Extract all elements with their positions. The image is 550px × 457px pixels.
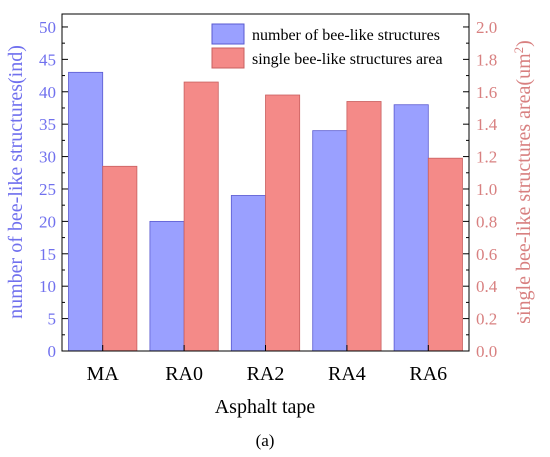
figure-label: (a) [256, 431, 275, 450]
left-axis-tick-label: 40 [39, 83, 56, 102]
right-axis-tick-label: 1.0 [476, 180, 497, 199]
bar-area-RA4 [346, 101, 382, 352]
right-axis-tick-label: 1.8 [476, 50, 497, 69]
x-axis-tick-label: RA6 [409, 363, 447, 385]
legend-swatch-count [211, 23, 245, 45]
right-axis-tick-label: 0.6 [476, 245, 497, 264]
bar-count-RA4 [312, 130, 348, 352]
legend: number of bee-like structures single bee… [211, 23, 443, 69]
legend-label-area: single bee-like structures area [252, 51, 443, 68]
bar-count-MA [68, 71, 104, 352]
bar-area-RA0 [183, 81, 219, 352]
left-axis-tick-label: 0 [48, 342, 57, 361]
x-axis-tick-label: RA2 [247, 363, 285, 385]
left-axis-tick-label: 50 [39, 18, 56, 37]
left-axis-tick-label: 45 [39, 50, 56, 69]
right-axis-tick-label: 0.4 [476, 277, 498, 296]
right-axis-tick-label: 1.2 [476, 148, 497, 167]
left-axis-tick-label: 10 [39, 277, 56, 296]
right-axis-tick-label: 0.2 [476, 310, 497, 329]
right-y-axis-title: single bee-like structures area(um2) [511, 40, 536, 324]
x-axis-tick-label: RA0 [165, 363, 203, 385]
left-axis-tick-label: 30 [39, 148, 56, 167]
x-axis: MA RA0 RA2 RA4 RA6 [87, 345, 447, 385]
bar-count-RA2 [230, 195, 266, 352]
left-axis-tick-label: 5 [48, 310, 57, 329]
right-axis-title-suffix: ) [513, 40, 535, 47]
bar-count-RA0 [149, 220, 185, 352]
right-axis-tick-label: 1.6 [476, 83, 497, 102]
right-axis-title-main: single bee-like structures area(um [513, 53, 535, 324]
bar-count-RA6 [393, 104, 429, 352]
left-y-axis-title: number of bee-like structures(ind) [5, 45, 27, 319]
bar-area-RA6 [427, 157, 463, 352]
left-y-axis: 0 5 10 15 20 25 30 35 40 45 50 [39, 18, 68, 361]
x-axis-tick-label: RA4 [328, 363, 366, 385]
bar-area-MA [102, 165, 138, 352]
left-axis-tick-label: 15 [39, 245, 56, 264]
legend-swatch-area [211, 47, 245, 69]
right-axis-title-superscript: 2 [511, 47, 526, 54]
left-axis-tick-label: 20 [39, 212, 56, 231]
x-axis-tick-label: MA [87, 363, 120, 385]
right-axis-tick-label: 1.4 [476, 115, 498, 134]
bars [68, 71, 463, 352]
right-axis-tick-label: 0.8 [476, 212, 497, 231]
legend-label-count: number of bee-like structures [252, 27, 440, 44]
right-axis-tick-label: 2.0 [476, 18, 497, 37]
bar-area-RA2 [265, 94, 301, 352]
x-axis-title: Asphalt tape [215, 396, 316, 418]
right-axis-tick-label: 0.0 [476, 342, 497, 361]
right-y-axis: 0.0 0.2 0.4 0.6 0.8 1.0 1.2 1.4 1.6 1.8 2.0 [463, 18, 498, 361]
left-axis-tick-label: 35 [39, 115, 56, 134]
left-axis-tick-label: 25 [39, 180, 56, 199]
